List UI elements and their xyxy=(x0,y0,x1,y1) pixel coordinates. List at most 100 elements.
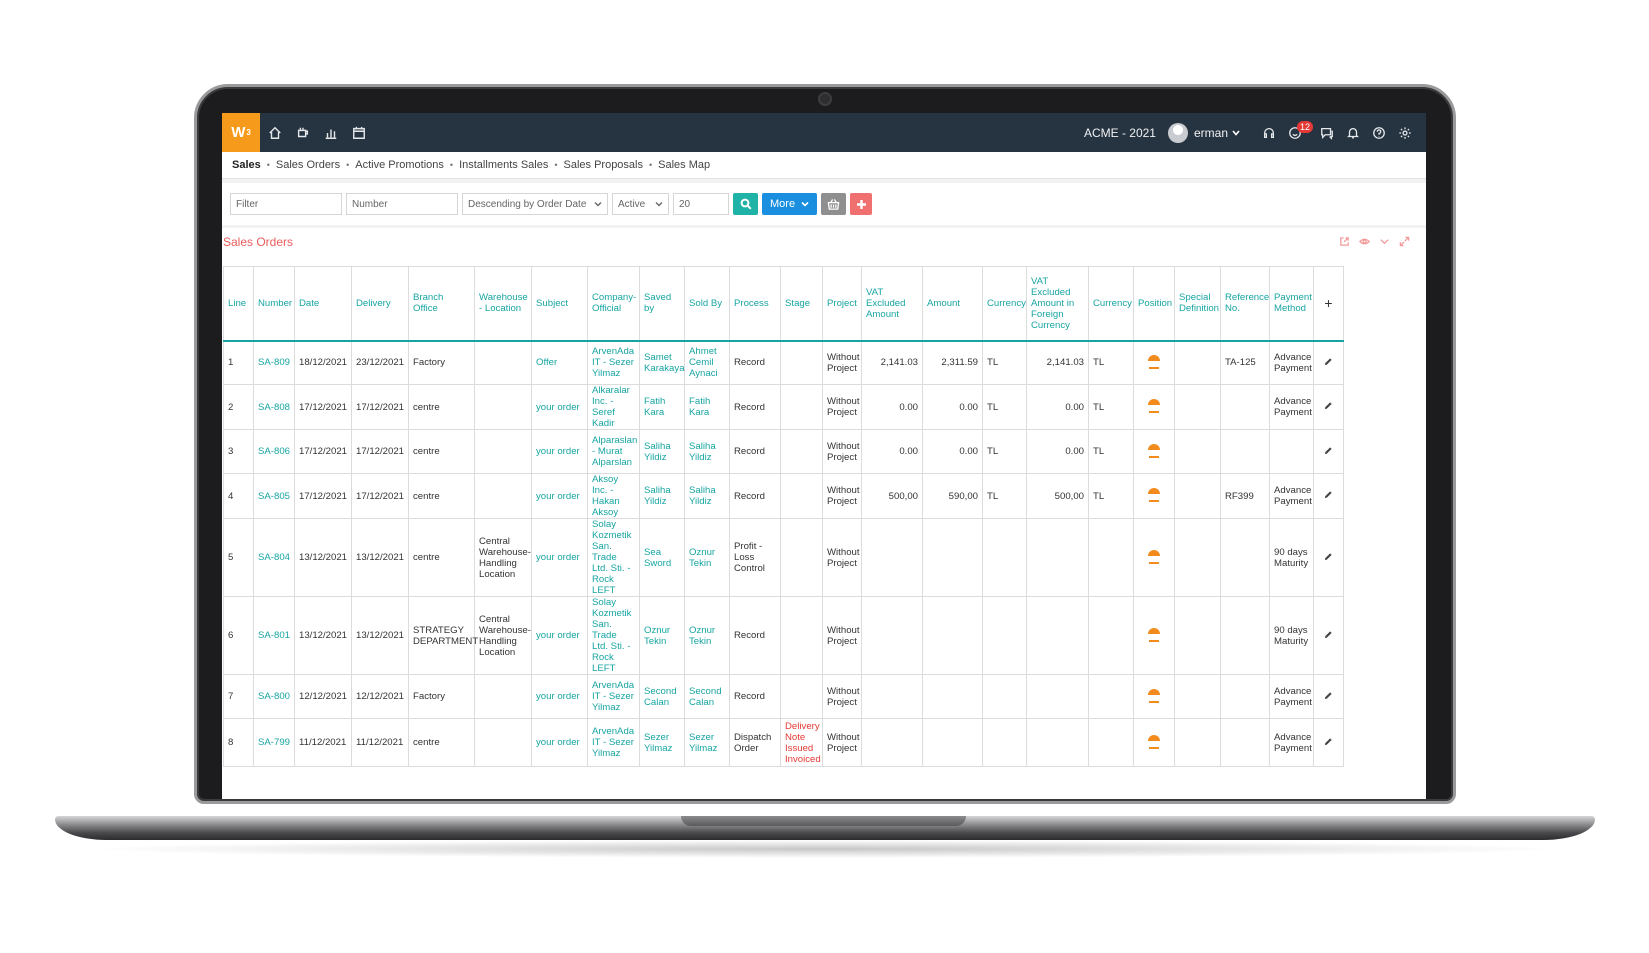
edit-pencil-icon[interactable] xyxy=(1313,384,1344,430)
column-header[interactable]: Sold By xyxy=(684,266,730,342)
cell-saved-by[interactable]: Sezer Yilmaz xyxy=(639,718,685,767)
bell-icon[interactable] xyxy=(1340,113,1366,152)
number-input[interactable]: Number xyxy=(346,193,458,215)
calendar-icon[interactable] xyxy=(346,113,372,152)
cell-saved-by[interactable]: Saliha Yildiz xyxy=(639,473,685,519)
cell-saved-by[interactable]: Fatih Kara xyxy=(639,384,685,430)
company-selector[interactable]: ACME - 2021 xyxy=(1083,125,1156,140)
cell-company[interactable]: Solay Kozmetik San. Trade Ltd. Sti. - Ro… xyxy=(587,596,640,675)
table-row[interactable]: 7 SA-800 12/12/2021 12/12/2021 Factory your o… xyxy=(223,674,1344,719)
smiley-icon[interactable]: 12 xyxy=(1282,113,1314,152)
breadcrumb-installments-sales[interactable]: Installments Sales xyxy=(459,159,549,171)
user-name[interactable]: erman xyxy=(1193,125,1228,140)
search-button[interactable] xyxy=(733,193,758,215)
edit-pencil-icon[interactable] xyxy=(1313,429,1344,474)
cell-sold-by[interactable]: Sezer Yilmaz xyxy=(684,718,730,767)
home-icon[interactable] xyxy=(262,113,288,152)
edit-pencil-icon[interactable] xyxy=(1313,518,1344,597)
cell-saved-by[interactable]: Saliha Yildiz xyxy=(639,429,685,474)
basket-button[interactable] xyxy=(821,193,847,215)
cell-number[interactable]: SA-804 xyxy=(253,518,295,597)
cell-subject[interactable]: your order xyxy=(531,596,588,675)
cell-subject[interactable]: Offer xyxy=(531,340,588,385)
cell-number[interactable]: SA-805 xyxy=(253,473,295,519)
cell-sold-by[interactable]: Oznur Tekin xyxy=(684,596,730,675)
cell-subject[interactable]: your order xyxy=(531,473,588,519)
table-row[interactable]: 6 SA-801 13/12/2021 13/12/2021 STRATEGY DEPA… xyxy=(223,596,1344,675)
breadcrumb-sales-map[interactable]: Sales Map xyxy=(658,159,711,171)
column-header[interactable]: Payment Method xyxy=(1269,266,1314,342)
table-row[interactable]: 3 SA-806 17/12/2021 17/12/2021 centre your or… xyxy=(223,429,1344,474)
gear-icon[interactable] xyxy=(1392,113,1418,152)
column-header[interactable]: Saved by xyxy=(639,266,685,342)
export-icon[interactable] xyxy=(1334,234,1354,248)
cell-sold-by[interactable]: Saliha Yildiz xyxy=(684,429,730,474)
expand-icon[interactable] xyxy=(1394,234,1414,248)
status-select[interactable]: Active xyxy=(612,193,669,215)
cell-number[interactable]: SA-801 xyxy=(253,596,295,675)
edit-pencil-icon[interactable] xyxy=(1313,596,1344,675)
column-header[interactable]: VAT Excluded Amount xyxy=(861,266,923,342)
cell-subject[interactable]: your order xyxy=(531,429,588,474)
page-size-input[interactable]: 20 xyxy=(673,193,729,215)
column-header[interactable]: Special Definition xyxy=(1174,266,1221,342)
cell-sold-by[interactable]: Saliha Yildiz xyxy=(684,473,730,519)
column-header[interactable]: Project xyxy=(822,266,862,342)
column-header[interactable]: Currency xyxy=(982,266,1027,342)
column-header[interactable]: Delivery xyxy=(351,266,409,342)
breadcrumb-sales-orders[interactable]: Sales Orders xyxy=(275,159,341,171)
cell-sold-by[interactable]: Fatih Kara xyxy=(684,384,730,430)
cell-company[interactable]: Alkaralar Inc. - Seref Kadir xyxy=(587,384,640,430)
cell-sold-by[interactable]: Oznur Tekin xyxy=(684,518,730,597)
edit-pencil-icon[interactable] xyxy=(1313,718,1344,767)
edit-pencil-icon[interactable] xyxy=(1313,674,1344,719)
add-button[interactable] xyxy=(850,193,873,215)
column-header[interactable]: Position xyxy=(1133,266,1175,342)
column-header[interactable]: Reference No. xyxy=(1220,266,1270,342)
cell-saved-by[interactable]: Sea Sword xyxy=(639,518,685,597)
column-header[interactable]: Stage xyxy=(780,266,823,342)
cell-company[interactable]: ArvenAda IT - Sezer Yilmaz xyxy=(587,718,640,767)
column-header[interactable]: Currency xyxy=(1088,266,1134,342)
cell-number[interactable]: SA-809 xyxy=(253,340,295,385)
cell-sold-by[interactable]: Ahmet Cemil Aynaci xyxy=(684,340,730,385)
cell-saved-by[interactable]: Samet Karakaya xyxy=(639,340,685,385)
table-row[interactable]: 5 SA-804 13/12/2021 13/12/2021 centre Central… xyxy=(223,518,1344,597)
help-icon[interactable] xyxy=(1366,113,1392,152)
cell-company[interactable]: Aksoy Inc. - Hakan Aksoy xyxy=(587,473,640,519)
add-column-icon[interactable]: + xyxy=(1313,266,1344,342)
chevron-down-icon[interactable] xyxy=(1232,129,1240,137)
cell-number[interactable]: SA-808 xyxy=(253,384,295,430)
coffee-icon[interactable] xyxy=(290,113,316,152)
table-row[interactable]: 2 SA-808 17/12/2021 17/12/2021 centre your or… xyxy=(223,384,1344,430)
cell-saved-by[interactable]: Second Calan xyxy=(639,674,685,719)
eye-icon[interactable] xyxy=(1354,234,1374,248)
edit-pencil-icon[interactable] xyxy=(1313,473,1344,519)
breadcrumb-active-promotions[interactable]: Active Promotions xyxy=(355,159,444,171)
cell-number[interactable]: SA-799 xyxy=(253,718,295,767)
table-row[interactable]: 8 SA-799 11/12/2021 11/12/2021 centre your or… xyxy=(223,718,1344,767)
column-header[interactable]: Line xyxy=(223,266,254,342)
filter-input[interactable]: Filter xyxy=(230,193,342,215)
column-header[interactable]: Warehouse - Location xyxy=(474,266,532,342)
cell-subject[interactable]: your order xyxy=(531,674,588,719)
cell-company[interactable]: ArvenAda IT - Sezer Yilmaz xyxy=(587,674,640,719)
more-button[interactable]: More xyxy=(762,193,818,215)
cell-number[interactable]: SA-800 xyxy=(253,674,295,719)
cell-subject[interactable]: your order xyxy=(531,384,588,430)
column-header[interactable]: Branch Office xyxy=(408,266,475,342)
chevron-down-icon[interactable] xyxy=(1374,234,1394,248)
table-row[interactable]: 1 SA-809 18/12/2021 23/12/2021 Factory Offer A… xyxy=(223,340,1344,385)
sort-select[interactable]: Descending by Order Date xyxy=(462,193,608,215)
breadcrumb-root[interactable]: Sales xyxy=(232,159,261,171)
breadcrumb-sales-proposals[interactable]: Sales Proposals xyxy=(563,159,644,171)
cell-company[interactable]: ArvenAda IT - Sezer Yilmaz xyxy=(587,340,640,385)
cell-subject[interactable]: your order xyxy=(531,718,588,767)
cell-saved-by[interactable]: Oznur Tekin xyxy=(639,596,685,675)
headset-icon[interactable] xyxy=(1256,113,1282,152)
cell-company[interactable]: Alparaslan - Murat Alparslan xyxy=(587,429,640,474)
edit-pencil-icon[interactable] xyxy=(1313,340,1344,385)
column-header[interactable]: Subject xyxy=(531,266,588,342)
column-header[interactable]: VAT Excluded Amount in Foreign Currency xyxy=(1026,266,1089,342)
